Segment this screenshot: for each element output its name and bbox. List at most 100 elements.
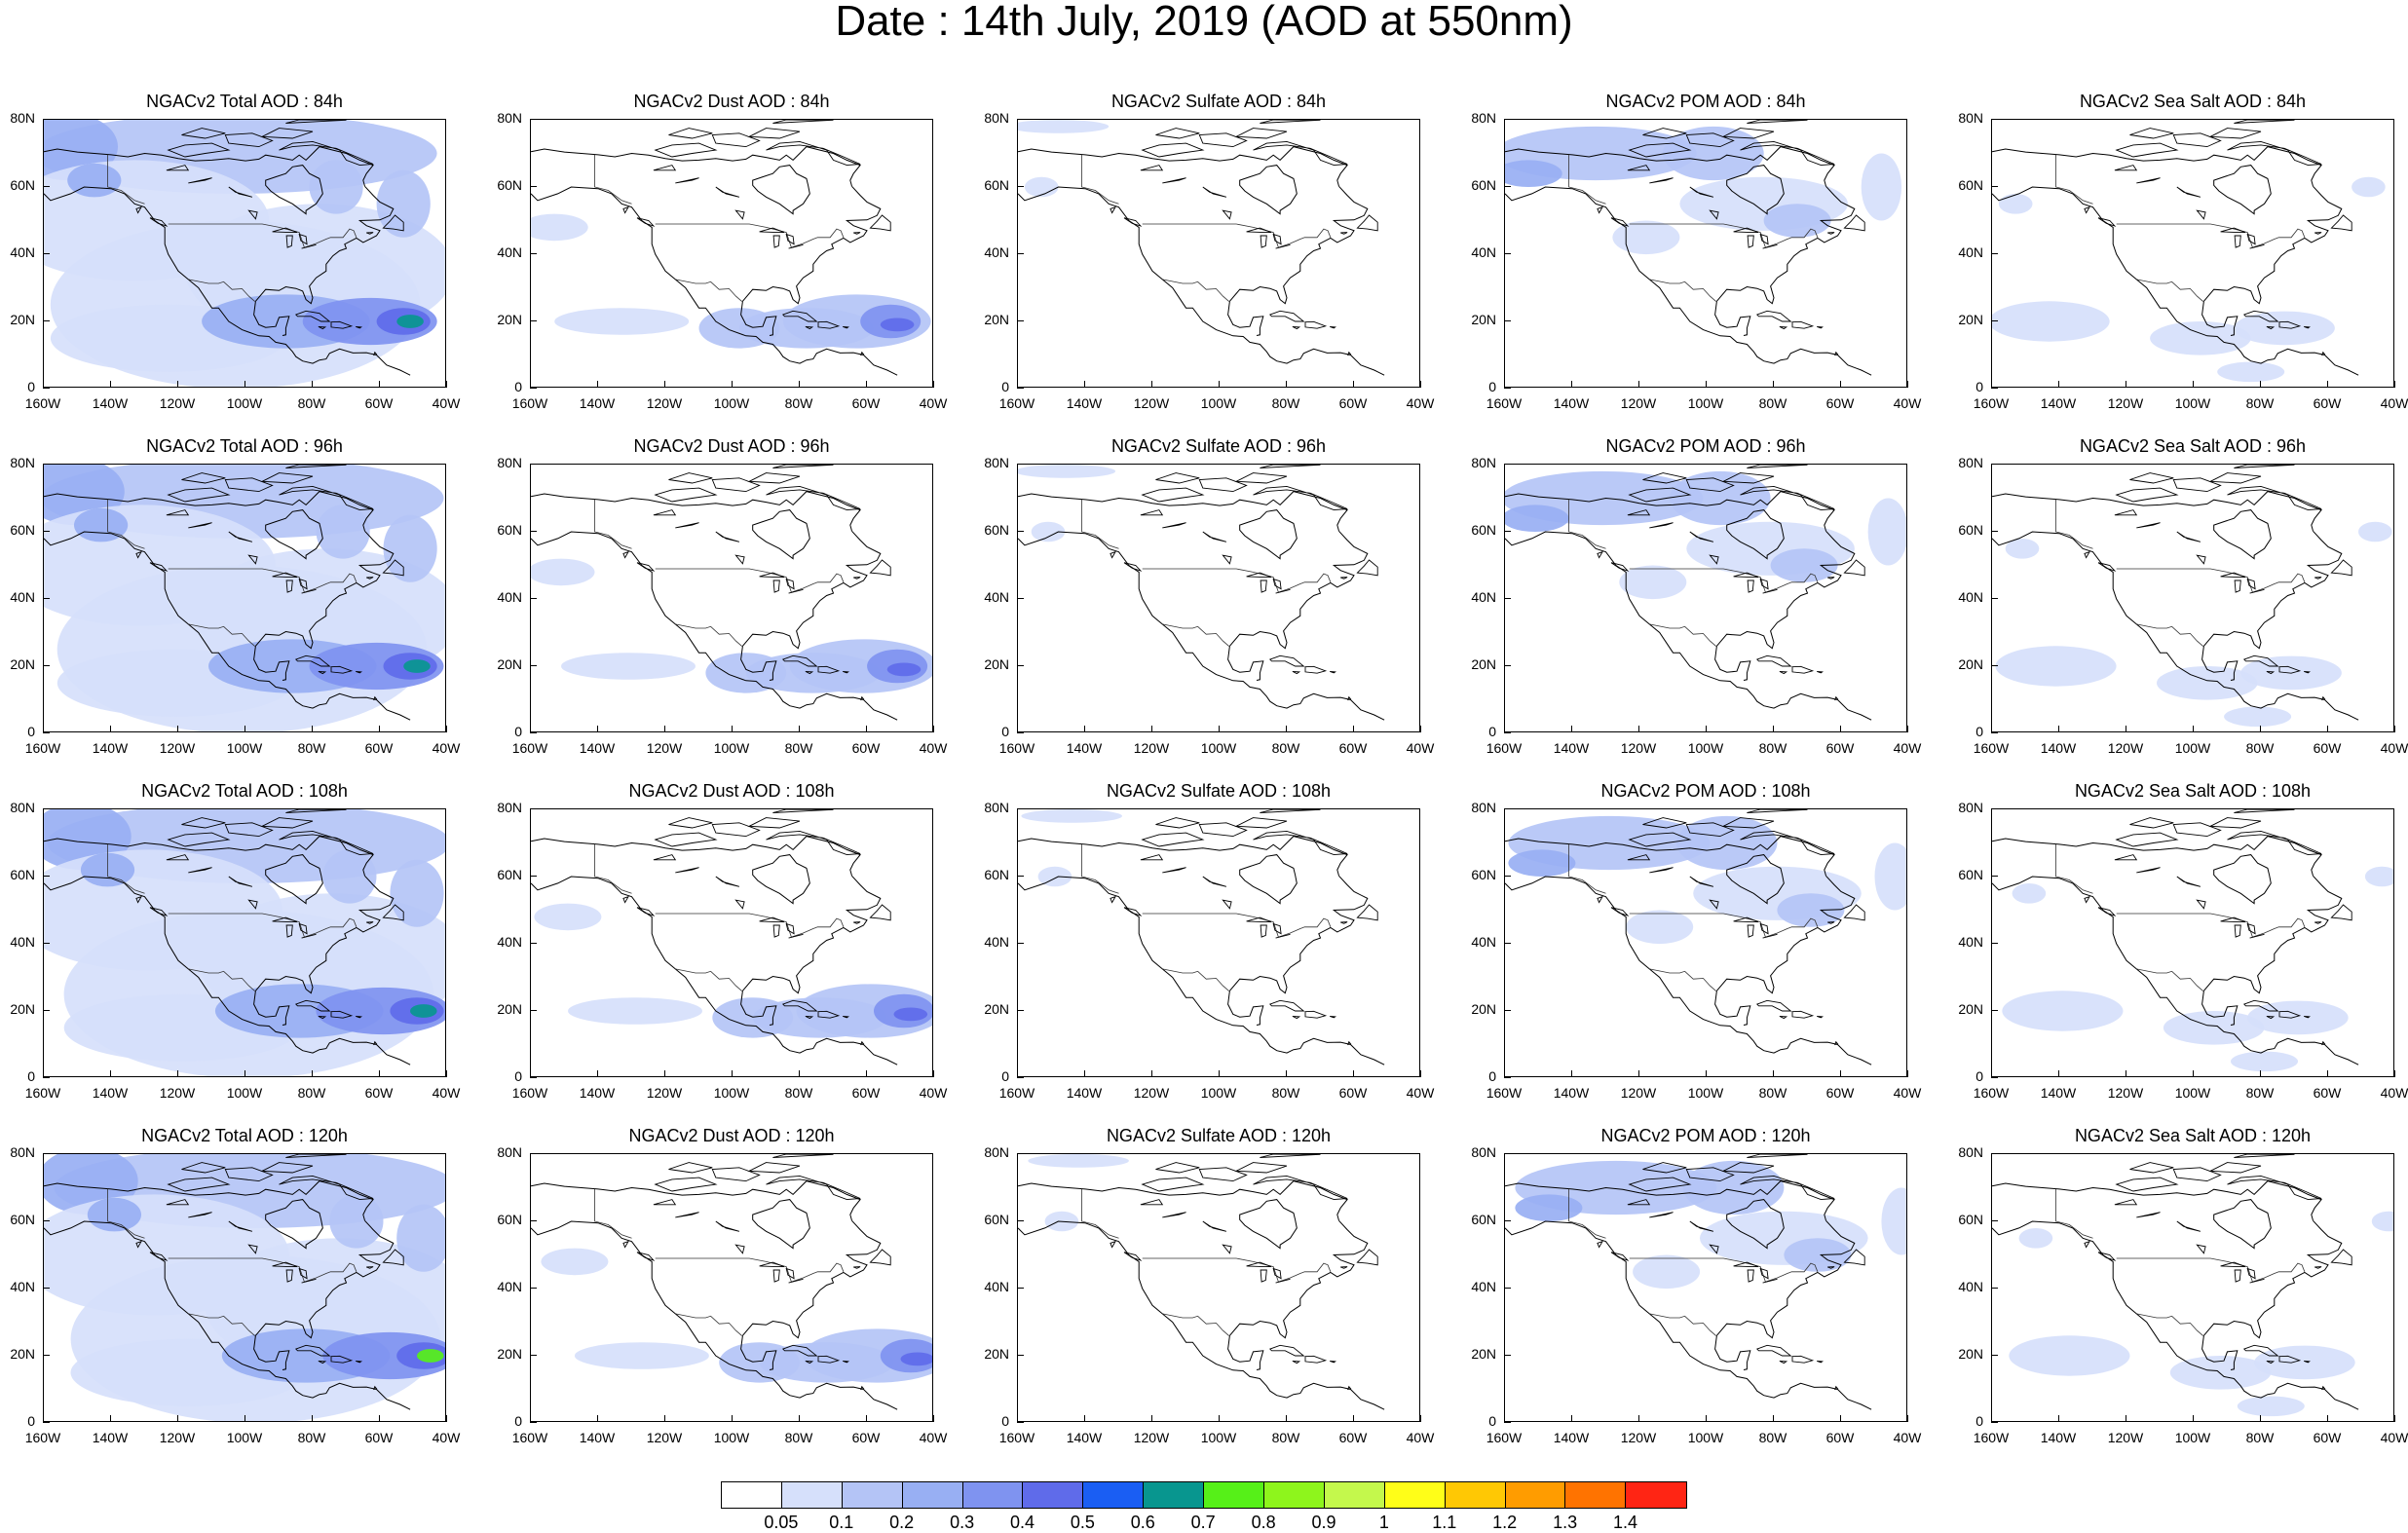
island-outline	[1627, 854, 1651, 861]
lat-tick	[1991, 1152, 1998, 1154]
lat-tick-label: 40N	[1958, 1279, 1983, 1294]
lat-tick-label: 40N	[984, 934, 1009, 950]
lon-tick-label: 40W	[1893, 395, 1922, 411]
lon-tick	[1705, 726, 1707, 732]
coastline	[2201, 1335, 2239, 1370]
island-outline	[1268, 310, 1305, 322]
map-canvas	[44, 1154, 445, 1421]
lat-tick-label: 60N	[984, 867, 1009, 882]
page-title: Date : 14th July, 2019 (AOD at 550nm)	[835, 0, 1573, 45]
island-outline	[1791, 1010, 1815, 1019]
lon-tick-label: 80W	[784, 740, 813, 756]
island-outline	[869, 559, 891, 577]
island-outline	[1292, 671, 1301, 675]
island-outline	[1817, 1016, 1824, 1019]
island-outline	[654, 487, 718, 503]
map-canvas	[531, 809, 932, 1066]
island-outline	[2176, 1220, 2201, 1232]
lon-tick	[731, 1070, 733, 1077]
island-outline	[247, 1244, 258, 1254]
lon-tick	[1839, 1415, 1841, 1422]
map-panel	[530, 464, 933, 732]
lon-tick-label: 60W	[1338, 1085, 1368, 1101]
island-outline	[860, 1385, 865, 1391]
lon-tick-label: 80W	[297, 740, 326, 756]
aod-field-patch	[1777, 893, 1845, 927]
lon-tick-label: 40W	[919, 1430, 948, 1445]
lat-tick-label: 80N	[984, 800, 1009, 815]
country-border	[1081, 843, 1119, 894]
colorbar-swatch	[1565, 1482, 1627, 1508]
aod-field-patch	[2224, 706, 2292, 728]
colorbar-label: 0.1	[829, 1513, 854, 1532]
lat-tick	[1991, 252, 1998, 254]
lon-tick	[1083, 1415, 1085, 1422]
island-outline	[330, 1355, 354, 1364]
island-outline	[1791, 665, 1815, 674]
lon-tick	[2057, 1070, 2059, 1077]
lon-tick	[445, 1415, 447, 1422]
lon-tick	[731, 726, 733, 732]
island-outline	[1347, 351, 1352, 356]
island-outline	[1834, 351, 1839, 356]
coastline	[44, 1180, 374, 1221]
lon-tick-label: 160W	[998, 740, 1035, 756]
lon-tick	[865, 726, 867, 732]
island-outline	[285, 1269, 293, 1283]
lon-tick-label: 80W	[784, 1430, 813, 1445]
island-outline	[653, 165, 677, 171]
island-outline	[1356, 559, 1378, 577]
lat-tick	[1991, 463, 1998, 465]
lon-tick	[1570, 726, 1572, 732]
island-outline	[2234, 580, 2241, 593]
lon-tick-label: 60W	[1825, 1430, 1855, 1445]
island-outline	[1755, 1344, 1792, 1357]
island-outline	[366, 577, 374, 580]
island-outline	[1740, 1175, 1835, 1201]
colorbar-swatch	[962, 1482, 1024, 1508]
lon-tick-label: 100W	[1200, 740, 1237, 756]
lon-tick	[244, 1415, 245, 1422]
island-outline	[1347, 695, 1352, 701]
country-border	[2055, 843, 2093, 894]
island-outline	[1260, 924, 1267, 938]
lat-tick	[530, 1152, 537, 1154]
lon-tick-label: 80W	[2245, 740, 2275, 756]
aod-field-patch	[1028, 1154, 1129, 1168]
coastline	[2213, 509, 2272, 560]
map-panel	[43, 119, 446, 388]
map-panel	[1504, 464, 1907, 732]
island-outline	[2136, 177, 2161, 184]
aod-field-patch	[893, 1007, 928, 1022]
island-outline	[2227, 830, 2322, 856]
lon-tick	[1285, 726, 1287, 732]
lon-tick-label: 100W	[226, 1085, 263, 1101]
island-outline	[330, 320, 354, 329]
island-outline	[2266, 326, 2276, 330]
island-outline	[1234, 472, 1288, 484]
island-outline	[272, 1261, 298, 1268]
lon-tick-label: 80W	[2245, 1430, 2275, 1445]
aod-field-patch	[531, 558, 595, 586]
lon-tick	[2393, 1070, 2395, 1077]
coastline	[253, 1335, 290, 1370]
island-outline	[366, 232, 374, 235]
lat-tick	[530, 387, 537, 389]
lon-tick	[42, 381, 44, 388]
country-border	[2136, 1313, 2203, 1336]
map-panel	[43, 464, 446, 732]
aod-field-patch	[1612, 220, 1680, 255]
lon-tick	[2125, 1070, 2126, 1077]
lon-tick-label: 60W	[2313, 740, 2342, 756]
island-outline	[1759, 922, 1769, 935]
island-outline	[247, 554, 258, 565]
lat-tick	[530, 942, 537, 944]
aod-field-patch	[2358, 521, 2392, 542]
country-border	[188, 968, 255, 991]
lat-tick	[43, 530, 50, 532]
lon-tick-label: 60W	[1338, 740, 1368, 756]
aod-field-patch	[1515, 1194, 1583, 1221]
lat-tick-label: 20N	[1958, 312, 1983, 327]
island-outline	[1755, 999, 1792, 1012]
lon-tick	[176, 1070, 178, 1077]
